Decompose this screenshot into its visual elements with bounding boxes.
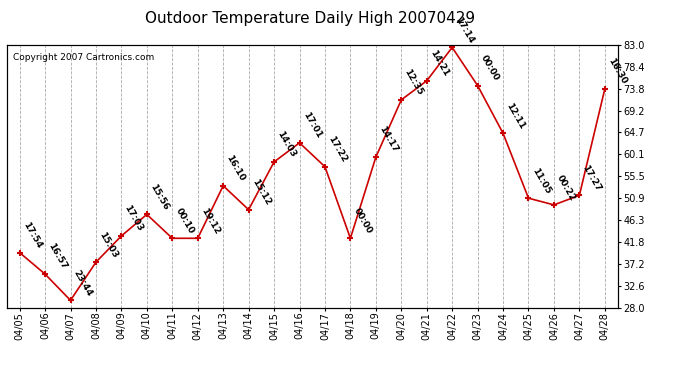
Text: Copyright 2007 Cartronics.com: Copyright 2007 Cartronics.com: [13, 53, 155, 62]
Text: 00:00: 00:00: [479, 54, 501, 83]
Text: 17:54: 17:54: [21, 220, 43, 250]
Text: 17:14: 17:14: [453, 15, 476, 45]
Text: 17:27: 17:27: [581, 163, 603, 193]
Text: 00:22: 00:22: [555, 173, 578, 202]
Text: 16:57: 16:57: [46, 242, 68, 272]
Text: 16:30: 16:30: [607, 57, 629, 86]
Text: 14:21: 14:21: [428, 49, 451, 78]
Text: 15:12: 15:12: [250, 178, 272, 207]
Text: 12:11: 12:11: [504, 101, 526, 130]
Text: 19:12: 19:12: [199, 206, 221, 236]
Text: 17:01: 17:01: [301, 111, 323, 140]
Text: 15:03: 15:03: [97, 230, 119, 260]
Text: 14:03: 14:03: [275, 130, 297, 159]
Text: 14:17: 14:17: [377, 125, 400, 154]
Text: 17:22: 17:22: [326, 135, 348, 164]
Text: 11:05: 11:05: [530, 166, 552, 195]
Text: 00:00: 00:00: [352, 207, 374, 236]
Text: 12:35: 12:35: [403, 68, 425, 97]
Text: 23:44: 23:44: [72, 268, 94, 298]
Text: Outdoor Temperature Daily High 20070429: Outdoor Temperature Daily High 20070429: [146, 11, 475, 26]
Text: 16:10: 16:10: [224, 154, 246, 183]
Text: 15:56: 15:56: [148, 182, 170, 212]
Text: 17:03: 17:03: [123, 204, 145, 233]
Text: 00:10: 00:10: [174, 207, 195, 236]
